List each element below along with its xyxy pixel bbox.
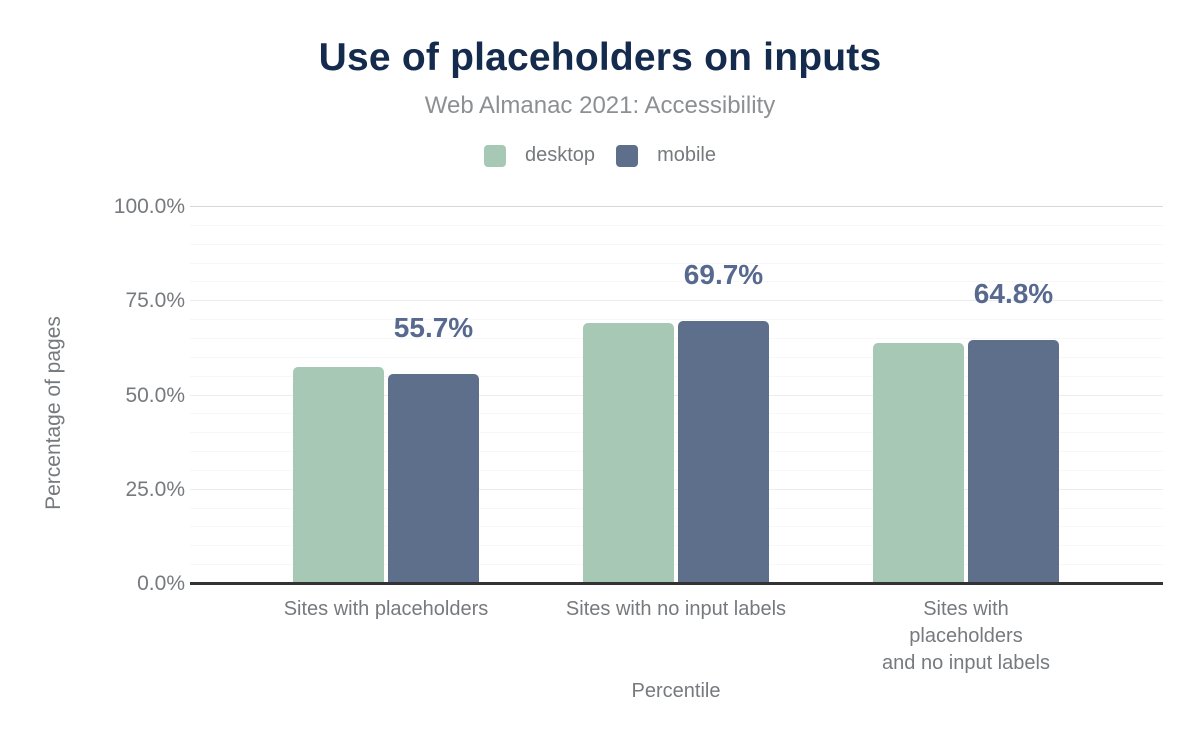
legend-item-mobile: mobile bbox=[616, 144, 716, 167]
mobile-bar bbox=[968, 339, 1059, 584]
y-axis-tick-label: 75.0% bbox=[125, 289, 185, 313]
legend-label-mobile: mobile bbox=[657, 144, 716, 166]
y-axis-tick-label: 25.0% bbox=[125, 477, 185, 501]
gridline bbox=[190, 206, 1163, 207]
gridline bbox=[190, 281, 1163, 283]
plot-area: 55.7% Sites with placeholders 69.7% Sites w… bbox=[190, 206, 1163, 674]
gridline bbox=[190, 432, 1163, 434]
x-axis-line bbox=[190, 582, 1163, 585]
gridline bbox=[190, 243, 1163, 245]
gridline bbox=[190, 356, 1163, 358]
gridline bbox=[190, 394, 1163, 396]
gridline bbox=[190, 469, 1163, 471]
legend-item-desktop: desktop bbox=[484, 144, 595, 167]
gridline bbox=[190, 564, 1163, 566]
mobile-bar bbox=[678, 321, 769, 584]
bar-value-label: 64.8% bbox=[973, 277, 1054, 309]
chart-title: Use of placeholders on inputs bbox=[318, 36, 882, 79]
x-axis-title: Percentile bbox=[631, 680, 721, 702]
mobile-swatch-icon bbox=[616, 144, 639, 167]
y-axis-tick-label: 100.0% bbox=[113, 195, 185, 218]
gridline bbox=[190, 507, 1163, 509]
legend: desktop mobile bbox=[0, 144, 1200, 167]
legend-label-desktop: desktop bbox=[525, 144, 596, 166]
bar-value-label: 69.7% bbox=[683, 259, 764, 291]
desktop-swatch-icon bbox=[484, 144, 506, 167]
bar-value-label: 55.7% bbox=[393, 312, 474, 344]
gridline bbox=[190, 488, 1163, 490]
desktop-bar bbox=[583, 322, 674, 584]
gridline bbox=[190, 319, 1163, 321]
x-axis-category-label: Sites with placeholders bbox=[283, 598, 489, 620]
mobile-bar bbox=[388, 374, 479, 584]
chart-subtitle: Web Almanac 2021: Accessibility bbox=[424, 92, 776, 119]
gridline bbox=[190, 451, 1163, 453]
gridline bbox=[190, 337, 1163, 339]
gridline bbox=[190, 300, 1163, 302]
gridline bbox=[190, 224, 1163, 226]
gridline bbox=[190, 413, 1163, 415]
gridline bbox=[190, 262, 1163, 264]
gridline bbox=[190, 545, 1163, 547]
x-axis-category-label: Sites with no input labels bbox=[565, 598, 787, 620]
y-axis-tick-label: 50.0% bbox=[125, 383, 185, 407]
gridline bbox=[190, 375, 1163, 377]
x-axis-category-label: Sites with placeholders and no input lab… bbox=[882, 598, 1050, 674]
desktop-bar bbox=[293, 366, 384, 584]
y-axis-tick-label: 0.0% bbox=[137, 572, 185, 595]
y-axis: 0.0% 25.0% 50.0% 75.0% 100.0% bbox=[0, 195, 185, 595]
desktop-bar bbox=[873, 342, 964, 584]
gridline bbox=[190, 526, 1163, 528]
